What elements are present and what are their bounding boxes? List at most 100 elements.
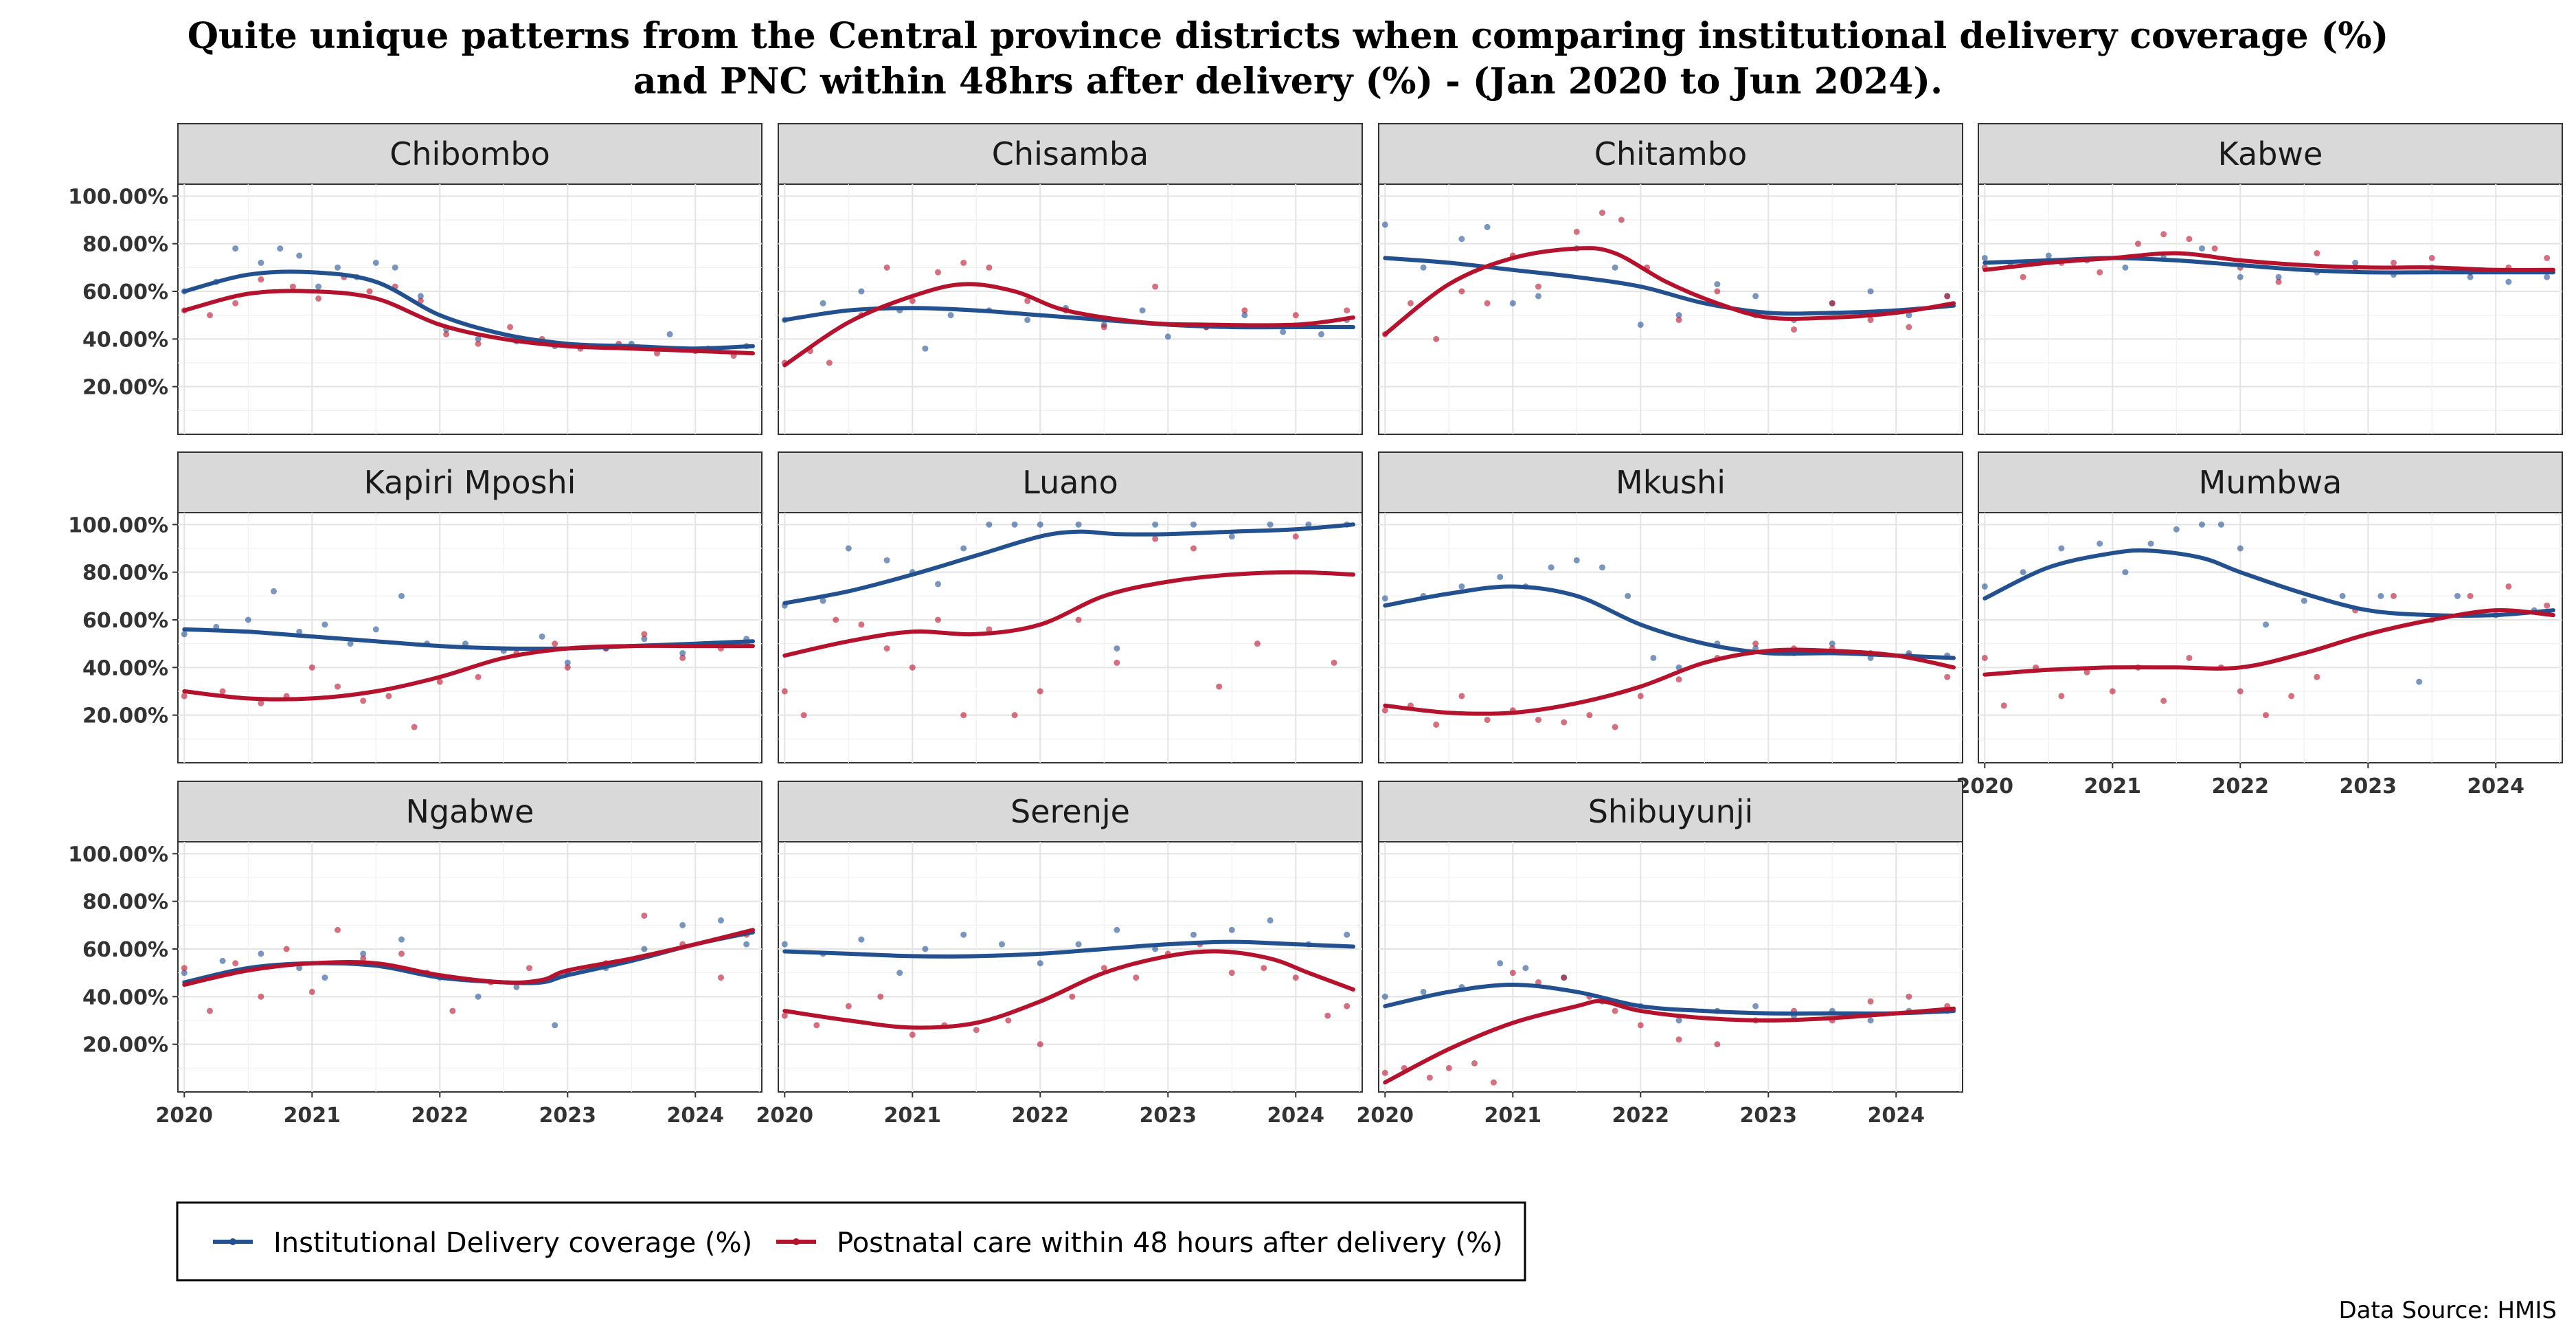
pnc-point xyxy=(1011,712,1018,719)
institutional-point xyxy=(1752,1003,1759,1009)
pnc-smooth-line xyxy=(182,928,755,987)
pnc-point xyxy=(219,688,226,695)
institutional-point xyxy=(1267,521,1274,528)
institutional-point xyxy=(1305,521,1312,528)
institutional-point xyxy=(2237,273,2244,280)
institutional-point xyxy=(743,941,750,948)
pnc-point xyxy=(1637,1022,1644,1029)
institutional-point xyxy=(564,659,571,666)
plot-area xyxy=(177,183,762,435)
pnc-point xyxy=(1024,298,1031,304)
institutional-point xyxy=(1458,583,1465,590)
y-tick-label: 100.00% xyxy=(68,842,168,867)
pnc-point xyxy=(1344,1003,1351,1009)
x-tick-label: 2021 xyxy=(884,1104,942,1128)
pnc-point xyxy=(1261,965,1267,972)
plot-area xyxy=(1978,183,2563,435)
pnc-point xyxy=(1637,693,1644,700)
institutional-point xyxy=(245,616,251,623)
institutional-point xyxy=(858,936,865,943)
institutional-point xyxy=(717,917,724,924)
institutional-point xyxy=(552,1022,558,1029)
chart-title-line-1: Quite unique patterns from the Central p… xyxy=(188,15,2389,57)
institutional-point xyxy=(321,621,328,628)
pnc-point xyxy=(2109,688,2116,695)
pnc-point xyxy=(1037,688,1043,695)
institutional-smooth-line xyxy=(782,522,1355,605)
pnc-point xyxy=(2505,583,2512,590)
legend: Institutional Delivery coverage (%) Post… xyxy=(176,1201,1526,1282)
panel-mumbwa: Mumbwa 2020 2021 2022 2023 2024 xyxy=(1956,451,2563,799)
institutional-point xyxy=(2237,545,2244,552)
y-tick-label: 40.00% xyxy=(82,328,168,352)
institutional-point xyxy=(922,345,929,352)
institutional-point xyxy=(986,521,993,528)
institutional-point xyxy=(947,312,954,319)
pnc-point xyxy=(826,359,833,366)
y-tick-label: 20.00% xyxy=(82,1034,168,1058)
x-tick-label: 2022 xyxy=(411,1104,469,1128)
pnc-point xyxy=(289,283,296,290)
plot-area xyxy=(1378,512,1963,763)
y-tick-label: 60.00% xyxy=(82,938,168,962)
institutional-point xyxy=(1280,328,1287,335)
institutional-point xyxy=(1037,521,1043,528)
pnc-point xyxy=(2314,673,2320,680)
pnc-point xyxy=(1675,1036,1682,1043)
institutional-point xyxy=(1650,654,1657,661)
pnc-point xyxy=(1381,707,1388,714)
pnc-point xyxy=(1867,998,1874,1005)
institutional-point xyxy=(2505,278,2512,285)
x-tick-label: 2024 xyxy=(2467,774,2525,799)
institutional-point xyxy=(1509,300,1516,306)
pnc-point xyxy=(398,950,405,957)
institutional-point xyxy=(922,946,929,952)
pnc-point xyxy=(2288,693,2295,700)
pnc-point xyxy=(206,312,213,319)
institutional-point xyxy=(2122,264,2129,271)
institutional-point xyxy=(781,941,788,948)
institutional-point xyxy=(2020,569,2026,576)
pnc-point xyxy=(2428,254,2435,261)
facet-strip xyxy=(778,123,1363,185)
legend-key-institutional-point xyxy=(229,1238,236,1245)
institutional-point xyxy=(296,628,303,635)
institutional-point xyxy=(1637,322,1644,328)
pnc-point xyxy=(973,1027,980,1034)
pnc-point xyxy=(2160,231,2167,238)
pnc-point xyxy=(475,340,482,347)
pnc-point xyxy=(2544,254,2551,261)
institutional-point xyxy=(347,640,354,647)
pnc-point xyxy=(1069,993,1076,1000)
y-tick-label: 80.00% xyxy=(82,233,168,257)
institutional-point xyxy=(1267,917,1274,924)
pnc-point xyxy=(960,259,967,266)
institutional-point xyxy=(1906,312,1912,319)
pnc-point xyxy=(1944,293,1951,300)
institutional-point xyxy=(679,650,686,657)
institutional-point xyxy=(998,941,1005,948)
pnc-point xyxy=(960,712,967,719)
x-tick-label: 2021 xyxy=(284,1104,341,1128)
plot-area xyxy=(1978,512,2563,763)
pnc-point xyxy=(1535,979,1541,986)
institutional-point xyxy=(2198,245,2205,252)
institutional-point xyxy=(1522,965,1529,972)
pnc-point xyxy=(1484,717,1491,724)
pnc-point xyxy=(564,664,571,671)
institutional-smooth-line xyxy=(1383,982,1956,1016)
pnc-point xyxy=(1114,659,1120,666)
gridlines xyxy=(178,513,762,763)
y-tick-label: 20.00% xyxy=(82,376,168,400)
institutional-point xyxy=(2058,545,2065,552)
institutional-point xyxy=(1981,583,1988,590)
institutional-point xyxy=(360,950,367,957)
pnc-point xyxy=(1228,970,1235,976)
pnc-point xyxy=(845,1003,852,1009)
x-tick-label: 2024 xyxy=(1868,1104,1925,1128)
pnc-point xyxy=(1714,288,1721,295)
gridlines xyxy=(1379,842,1963,1092)
pnc-point xyxy=(986,264,993,271)
institutional-point xyxy=(1867,288,1874,295)
gridlines xyxy=(178,184,762,434)
